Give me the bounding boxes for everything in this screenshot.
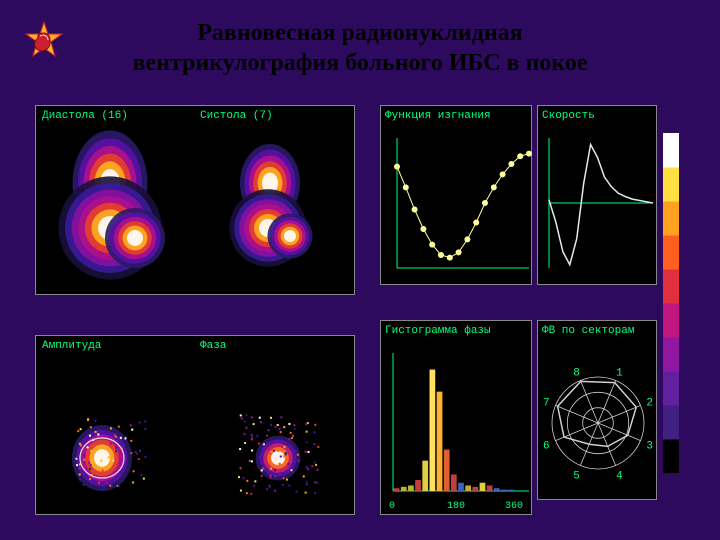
hist-xtick-2: 360 xyxy=(505,501,523,512)
sector-chart: 1 2 3 4 5 6 7 8 xyxy=(539,343,657,493)
sector-chart-panel: ФВ по секторам 1 2 3 4 5 6 7 8 xyxy=(537,320,657,500)
scintigram-bottom-panel: Амплитуда Фаза xyxy=(35,335,355,515)
svg-text:1: 1 xyxy=(616,367,623,379)
svg-text:7: 7 xyxy=(543,398,550,410)
amplitude-image xyxy=(40,358,190,508)
heart-icon xyxy=(18,20,70,70)
ejection-curve-label: Функция изгнания xyxy=(385,110,491,122)
systole-image xyxy=(200,128,350,288)
phase-image xyxy=(200,358,350,508)
page-title: Равновесная радионуклидная вентрикулогра… xyxy=(0,0,720,78)
svg-text:2: 2 xyxy=(646,398,653,410)
ejection-curve-panel: Функция изгнания xyxy=(380,105,532,285)
svg-text:8: 8 xyxy=(573,367,580,379)
hist-xtick-0: 0 xyxy=(389,501,395,512)
colorbar-svg xyxy=(663,133,679,473)
title-line-1: Равновесная радионуклидная xyxy=(0,18,720,48)
svg-text:3: 3 xyxy=(646,440,653,452)
svg-text:6: 6 xyxy=(543,440,550,452)
phase-label: Фаза xyxy=(200,340,226,352)
sector-chart-label: ФВ по секторам xyxy=(542,325,634,337)
velocity-curve-label: Скорость xyxy=(542,110,595,122)
phase-histogram-label: Гистограмма фазы xyxy=(385,325,491,337)
diastole-label: Диастола (16) xyxy=(42,110,128,122)
ejection-curve-chart xyxy=(383,128,533,278)
svg-text:4: 4 xyxy=(616,471,623,483)
phase-histogram-panel: Гистограмма фазы 0 180 360 xyxy=(380,320,532,515)
velocity-curve-panel: Скорость xyxy=(537,105,657,285)
scintigram-top-panel: Диастола (16) Систола (7) xyxy=(35,105,355,295)
amplitude-label: Амплитуда xyxy=(42,340,101,352)
velocity-curve-chart xyxy=(539,128,657,278)
hist-xtick-1: 180 xyxy=(447,501,465,512)
svg-text:5: 5 xyxy=(573,471,580,483)
phase-histogram-chart xyxy=(383,343,533,493)
systole-label: Систола (7) xyxy=(200,110,273,122)
diastole-image xyxy=(40,128,190,288)
colorbar xyxy=(663,133,679,473)
title-line-2: вентрикулография больного ИБС в покое xyxy=(0,48,720,78)
panel-grid: Диастола (16) Систола (7) ФВ левого желу… xyxy=(35,105,685,515)
